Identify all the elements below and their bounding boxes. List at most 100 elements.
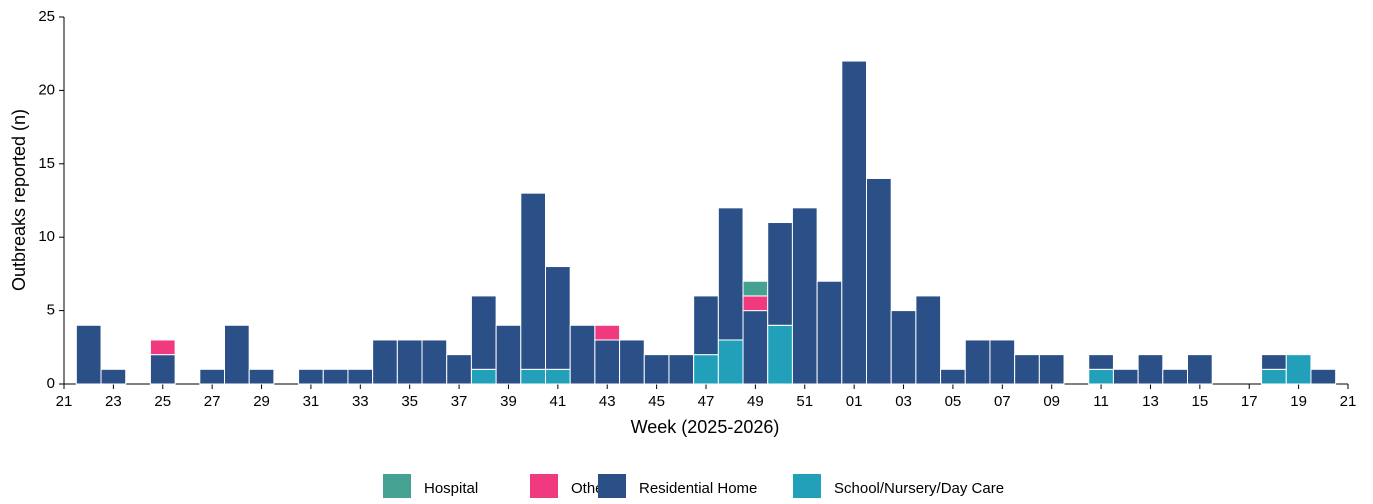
- y-tick-label: 5: [47, 302, 55, 319]
- bar-segment: [347, 368, 374, 385]
- bar-segment: [1187, 354, 1213, 385]
- y-tick-label: 15: [38, 155, 55, 172]
- bar-segment: [866, 177, 892, 385]
- bar-segment: [470, 295, 497, 370]
- bar-segment: [149, 354, 176, 385]
- x-tick-label: 17: [1241, 393, 1258, 410]
- bar-segment: [545, 266, 571, 370]
- x-tick-label: 45: [648, 393, 665, 410]
- x-tick-label: 27: [204, 393, 221, 410]
- x-tick-label: 33: [352, 393, 369, 410]
- x-tick-label: 25: [154, 393, 171, 410]
- bar-segment: [1038, 354, 1065, 385]
- bar-segment: [717, 207, 744, 341]
- bar-segment: [545, 368, 571, 385]
- bar-segment: [520, 192, 546, 370]
- y-tick-label: 20: [38, 81, 55, 98]
- bar-segment: [693, 295, 719, 356]
- y-tick-label: 0: [47, 375, 55, 392]
- bar-segment: [1310, 368, 1337, 385]
- y-tick-label: 10: [38, 228, 55, 245]
- bar-segment: [1112, 368, 1139, 385]
- y-axis-label: Outbreaks reported (n): [9, 109, 29, 291]
- bar-segment: [446, 354, 472, 385]
- x-tick-label: 11: [1093, 393, 1109, 410]
- x-tick-label: 49: [747, 393, 764, 410]
- bar-segment: [149, 339, 176, 356]
- legend-label: School/Nursery/Day Care: [834, 480, 1004, 497]
- x-tick-label: 51: [796, 393, 813, 410]
- bar-segment: [841, 60, 867, 385]
- bar-segment: [915, 295, 942, 385]
- legend-swatch: [598, 474, 626, 498]
- bar-segment: [643, 354, 670, 385]
- bar-segment: [1137, 354, 1164, 385]
- legend-swatch: [530, 474, 558, 498]
- bar-segment: [421, 339, 448, 385]
- bar-segment: [199, 368, 226, 385]
- bar-segment: [594, 324, 621, 341]
- bar-segment: [742, 280, 769, 297]
- bar-segment: [1261, 354, 1287, 370]
- bar-segment: [470, 368, 497, 385]
- bar-segment: [816, 280, 843, 385]
- bar-segment: [767, 324, 793, 385]
- bar-segment: [717, 339, 744, 385]
- bar-segment: [224, 324, 250, 385]
- x-tick-label: 21: [1340, 393, 1357, 410]
- bar-segment: [322, 368, 349, 385]
- bar-segment: [1162, 368, 1189, 385]
- bar-segment: [396, 339, 423, 385]
- legend-label: Hospital: [424, 480, 478, 497]
- x-tick-label: 35: [401, 393, 418, 410]
- legend-swatch: [383, 474, 411, 498]
- x-tick-label: 03: [895, 393, 912, 410]
- bar-segment: [742, 295, 769, 312]
- bar-segment: [372, 339, 398, 385]
- x-tick-label: 29: [253, 393, 270, 410]
- bar-segment: [791, 207, 818, 385]
- bar-segment: [1014, 354, 1040, 385]
- bar-segment: [594, 339, 621, 385]
- x-tick-label: 21: [56, 393, 73, 410]
- x-axis-label: Week (2025-2026): [631, 417, 780, 437]
- bar-segment: [1285, 354, 1312, 385]
- bar-segment: [520, 368, 546, 385]
- x-tick-label: 01: [846, 393, 863, 410]
- legend-swatch: [793, 474, 821, 498]
- bar-segment: [248, 368, 275, 385]
- x-tick-label: 31: [303, 393, 320, 410]
- x-tick-label: 09: [1043, 393, 1060, 410]
- bar-segment: [100, 368, 127, 385]
- bar-segment: [495, 324, 522, 385]
- x-tick-label: 37: [451, 393, 468, 410]
- bar-segment: [742, 310, 769, 385]
- bar-segment: [75, 324, 102, 385]
- y-tick-label: 25: [38, 8, 55, 25]
- bar-segment: [767, 222, 793, 326]
- x-tick-label: 05: [945, 393, 962, 410]
- x-tick-label: 47: [698, 393, 715, 410]
- x-tick-label: 43: [599, 393, 616, 410]
- bar-segment: [693, 354, 719, 385]
- bar-segment: [890, 310, 917, 385]
- x-tick-label: 41: [550, 393, 567, 410]
- bar-segment: [1088, 354, 1114, 370]
- x-tick-label: 23: [105, 393, 122, 410]
- bar-segment: [569, 324, 596, 385]
- x-tick-label: 15: [1192, 393, 1209, 410]
- bar-segment: [1088, 368, 1114, 385]
- x-tick-label: 39: [500, 393, 517, 410]
- bar-segment: [989, 339, 1016, 385]
- bar-segment: [1261, 368, 1287, 385]
- x-tick-label: 19: [1290, 393, 1307, 410]
- legend-label: Residential Home: [639, 480, 757, 497]
- bar-segment: [964, 339, 991, 385]
- x-tick-label: 13: [1142, 393, 1159, 410]
- bar-segment: [619, 339, 645, 385]
- x-tick-label: 07: [994, 393, 1011, 410]
- bar-segment: [940, 368, 966, 385]
- bar-segment: [668, 354, 695, 385]
- bar-segment: [298, 368, 324, 385]
